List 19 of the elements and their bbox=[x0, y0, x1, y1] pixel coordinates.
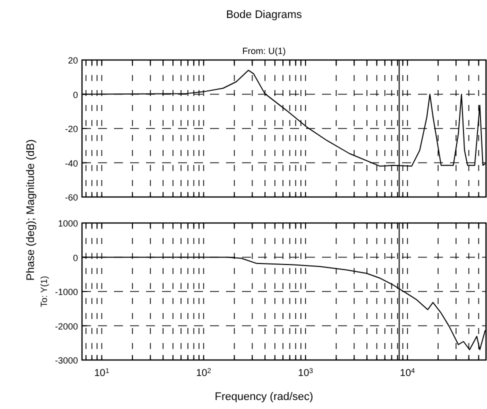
x-tick-label: 10$^{1}$ bbox=[94, 368, 110, 379]
y-axis-title: Phase (deg); Magnitude (dB) bbox=[25, 139, 37, 281]
y-tick-label: 20 bbox=[68, 56, 78, 66]
y-tick-label: 0 bbox=[72, 90, 78, 100]
y-tick-label: -2000 bbox=[54, 321, 78, 332]
chart-subtitle: From: U(1) bbox=[242, 46, 286, 56]
y-tick-label: -60 bbox=[64, 192, 78, 202]
y-tick-label: -1000 bbox=[54, 287, 78, 297]
y-tick-label: -20 bbox=[64, 124, 78, 134]
chart-title: Bode Diagrams bbox=[226, 9, 302, 21]
x-tick-label: 10$^{4}$ bbox=[400, 368, 416, 379]
y-axis-title: To: Y(1) bbox=[39, 276, 49, 308]
y-tick-label: 0 bbox=[72, 252, 78, 263]
x-axis-title: Frequency (rad/sec) bbox=[214, 391, 314, 403]
x-tick-label: 10$^{2}$ bbox=[196, 368, 212, 379]
y-tick-label: -40 bbox=[64, 158, 78, 168]
y-tick-label: -3000 bbox=[54, 356, 78, 366]
x-tick-label: 10$^{3}$ bbox=[298, 368, 314, 379]
y-tick-label: 1000 bbox=[58, 218, 78, 228]
